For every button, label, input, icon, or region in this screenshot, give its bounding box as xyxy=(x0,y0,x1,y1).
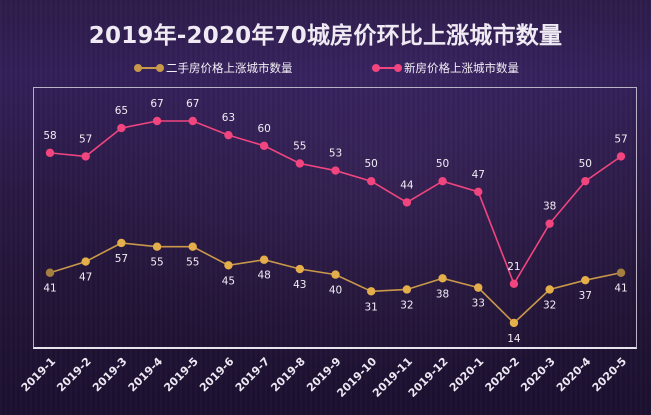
data-label-resale: 43 xyxy=(293,279,306,291)
x-tick-label: 2019-6 xyxy=(197,355,237,395)
data-label-new: 50 xyxy=(436,158,449,170)
data-point-resale[interactable] xyxy=(331,270,340,279)
data-point-resale[interactable] xyxy=(509,318,519,328)
data-point-resale[interactable] xyxy=(402,285,412,294)
data-label-new: 57 xyxy=(79,133,92,145)
data-label-new: 63 xyxy=(222,112,235,124)
data-label-new: 21 xyxy=(507,261,520,273)
data-label-resale: 38 xyxy=(436,288,449,300)
data-label-resale: 47 xyxy=(79,272,92,284)
data-point-new[interactable] xyxy=(366,176,376,186)
data-point-new[interactable] xyxy=(402,198,412,207)
legend-item-resale[interactable]: 二手房价格上涨城市数量 xyxy=(134,60,293,76)
data-point-new[interactable] xyxy=(295,159,305,168)
data-point-new[interactable] xyxy=(152,116,162,126)
data-label-resale: 55 xyxy=(150,257,163,269)
series-line-new xyxy=(49,120,622,286)
data-point-new[interactable] xyxy=(224,130,233,140)
x-tick-label: 2019-8 xyxy=(268,355,307,394)
data-label-new: 44 xyxy=(400,179,414,191)
data-label-resale: 48 xyxy=(257,270,270,282)
data-point-new[interactable] xyxy=(474,187,483,196)
data-label-resale: 33 xyxy=(472,298,485,310)
data-label-new: 50 xyxy=(365,158,378,170)
x-tick-label: 2020-2 xyxy=(483,355,522,394)
x-tick-label: 2019-4 xyxy=(126,355,166,395)
x-tick-label: 2020-1 xyxy=(447,355,486,394)
legend-label-new: 新房价格上涨城市数量 xyxy=(404,61,519,75)
data-point-new[interactable] xyxy=(81,152,90,161)
x-tick-label: 2019-7 xyxy=(233,355,272,394)
data-point-new[interactable] xyxy=(259,141,269,150)
x-tick-label: 2019-3 xyxy=(90,355,129,394)
data-point-resale[interactable] xyxy=(474,283,483,292)
data-label-resale: 32 xyxy=(543,299,556,311)
series-line-resale xyxy=(49,242,622,325)
data-label-new: 50 xyxy=(579,158,592,170)
data-label-new: 53 xyxy=(329,148,342,160)
x-tick-label: 2020-4 xyxy=(554,355,594,395)
data-label-new: 57 xyxy=(614,133,627,145)
data-label-new: 67 xyxy=(150,98,163,110)
data-point-resale[interactable] xyxy=(366,287,376,296)
data-point-resale[interactable] xyxy=(438,274,447,283)
legend-swatch-new-icon xyxy=(372,62,402,74)
data-point-resale[interactable] xyxy=(616,268,626,277)
data-label-resale: 14 xyxy=(507,333,521,345)
legend-item-new[interactable]: 新房价格上涨城市数量 xyxy=(372,60,519,76)
legend-label-resale: 二手房价格上涨城市数量 xyxy=(166,61,293,75)
data-point-resale[interactable] xyxy=(259,255,269,264)
data-point-new[interactable] xyxy=(45,148,55,158)
legend-swatch-resale-icon xyxy=(134,62,164,74)
data-point-resale[interactable] xyxy=(545,285,554,294)
data-point-new[interactable] xyxy=(545,219,554,228)
data-label-new: 55 xyxy=(293,140,306,152)
data-label-resale: 37 xyxy=(579,290,592,302)
data-label-resale: 41 xyxy=(43,283,56,295)
x-tick-label: 2020-3 xyxy=(518,355,557,394)
data-label-new: 67 xyxy=(186,98,199,110)
data-point-resale[interactable] xyxy=(81,257,90,266)
data-point-resale[interactable] xyxy=(295,264,305,274)
data-point-new[interactable] xyxy=(616,152,626,161)
data-label-resale: 55 xyxy=(186,257,199,269)
data-label-resale: 57 xyxy=(115,253,128,265)
data-label-new: 60 xyxy=(257,123,270,135)
data-point-resale[interactable] xyxy=(152,242,162,251)
data-label-resale: 32 xyxy=(400,299,413,311)
data-point-resale[interactable] xyxy=(188,242,197,251)
data-point-new[interactable] xyxy=(581,176,590,186)
x-tick-label: 2019-2 xyxy=(54,355,93,394)
x-tick-label: 2019-5 xyxy=(161,355,200,394)
data-label-resale: 40 xyxy=(329,285,342,297)
data-point-new[interactable] xyxy=(509,279,519,289)
data-point-new[interactable] xyxy=(438,176,447,186)
data-point-resale[interactable] xyxy=(581,275,590,285)
data-label-resale: 45 xyxy=(222,275,235,287)
data-point-resale[interactable] xyxy=(224,261,233,270)
data-point-new[interactable] xyxy=(331,166,340,175)
data-label-new: 38 xyxy=(543,201,556,213)
chart-title: 2019年-2020年70城房价环比上涨城市数量 xyxy=(88,23,563,49)
data-label-new: 58 xyxy=(43,130,56,142)
data-point-new[interactable] xyxy=(117,123,126,133)
x-tick-label: 2020-5 xyxy=(590,355,629,394)
data-label-resale: 31 xyxy=(365,301,378,313)
data-label-resale: 41 xyxy=(614,283,627,295)
x-tick-label: 2019-1 xyxy=(19,355,58,394)
data-label-new: 65 xyxy=(115,105,128,117)
plot-frame xyxy=(33,87,637,349)
data-label-new: 47 xyxy=(472,169,485,181)
data-point-resale[interactable] xyxy=(45,268,55,277)
data-point-resale[interactable] xyxy=(117,238,126,248)
data-point-new[interactable] xyxy=(188,116,197,126)
